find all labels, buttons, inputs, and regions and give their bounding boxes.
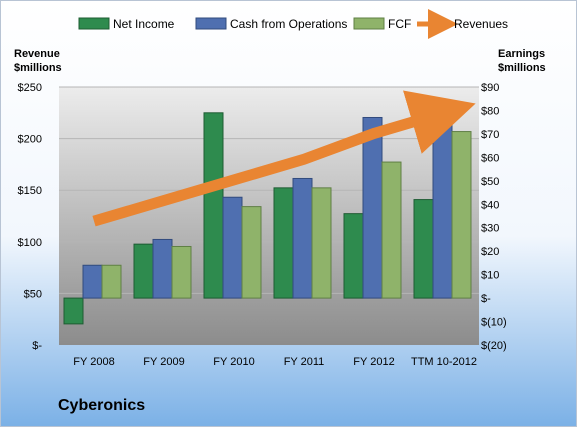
legend-swatch-net-income (78, 17, 110, 30)
bar-cash-from-operations (82, 264, 103, 299)
bar-fcf (451, 131, 472, 299)
bar-fcf (101, 264, 122, 299)
right-axis-tick-label: $60 (481, 152, 499, 164)
bar-cash-from-operations (152, 238, 173, 299)
right-axis-tick-label: $90 (481, 82, 499, 94)
bar-net-income (203, 112, 224, 299)
legend-swatch-fcf (353, 17, 385, 30)
category-label: FY 2012 (353, 356, 394, 368)
left-axis-tick-label: $- (32, 340, 42, 352)
right-axis-tick-label: $- (481, 293, 491, 305)
bar-cash-from-operations (222, 196, 243, 299)
category-labels: FY 2008 FY 2009 FY 2010 FY 2011 FY 2012 TTM 1… (73, 356, 477, 368)
category-label: FY 2011 (284, 356, 325, 368)
left-axis-tick-label: $150 (18, 185, 42, 197)
bar-net-income (413, 199, 434, 299)
left-axis-ticks: $- $50 $100 $150 $200 $250 (18, 82, 43, 352)
right-axis-tick-label: $50 (481, 176, 499, 188)
left-axis-label-line2: $millions (14, 62, 62, 74)
category-label: FY 2010 (213, 356, 254, 368)
left-axis-tick-label: $100 (18, 237, 42, 249)
category-label: FY 2009 (143, 356, 184, 368)
right-axis-label-line2: $millions (498, 62, 546, 74)
right-axis-tick-label: $10 (481, 270, 499, 282)
left-axis-tick-label: $250 (18, 82, 42, 94)
legend-label-cash-from-operations: Cash from Operations (230, 17, 347, 31)
bar-cash-from-operations (292, 177, 313, 299)
left-axis-label-line1: Revenue (14, 48, 60, 60)
bar-fcf (241, 206, 262, 299)
bar-fcf (311, 187, 332, 299)
category-label: FY 2008 (73, 356, 114, 368)
revenue-series (92, 90, 476, 227)
category-label: TTM 10-2012 (411, 356, 477, 368)
bar-net-income (63, 297, 84, 325)
right-axis-tick-label: $(20) (481, 340, 507, 352)
bar-net-income (273, 187, 294, 299)
legend: Net Income Cash from Operations FCF Reve… (78, 9, 508, 39)
revenue-line (92, 90, 476, 227)
bar-cash-from-operations (432, 109, 453, 299)
right-axis-ticks: $(20) $(10) $- $10 $20 $30 $40 $50 $60 $70 $80 $90 (481, 82, 507, 352)
right-axis-tick-label: $70 (481, 129, 499, 141)
legend-label-fcf: FCF (388, 17, 411, 31)
legend-swatch-cash-from-operations (195, 17, 227, 30)
bar-cash-from-operations (362, 116, 383, 299)
left-axis-tick-label: $50 (24, 288, 42, 300)
right-axis-tick-label: $(10) (481, 317, 507, 329)
company-name: Cyberonics (58, 397, 146, 414)
legend-label-net-income: Net Income (113, 17, 175, 31)
bar-net-income (133, 243, 154, 299)
right-axis-label-line1: Earnings (498, 48, 545, 60)
bar-fcf (381, 161, 402, 299)
right-axis-tick-label: $30 (481, 223, 499, 235)
right-axis-tick-label: $80 (481, 105, 499, 117)
right-axis-tick-label: $40 (481, 199, 499, 211)
legend-label-revenues: Revenues (454, 17, 508, 31)
left-axis-tick-label: $200 (18, 134, 42, 146)
right-axis-tick-label: $20 (481, 246, 499, 258)
bars (63, 109, 472, 325)
bar-net-income (343, 213, 364, 299)
bar-fcf (171, 245, 192, 299)
